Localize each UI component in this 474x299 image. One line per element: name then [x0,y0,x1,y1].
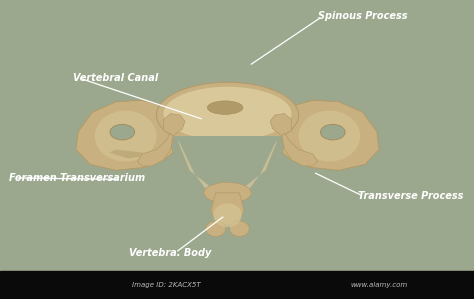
Polygon shape [164,114,185,136]
Polygon shape [237,141,277,194]
Polygon shape [109,150,152,158]
Polygon shape [173,136,282,200]
Polygon shape [137,133,173,166]
Text: Foramen Transversarium: Foramen Transversarium [9,173,146,183]
Ellipse shape [206,221,226,237]
Ellipse shape [204,182,251,203]
Ellipse shape [156,82,299,148]
Text: Vertebral Canal: Vertebral Canal [73,73,159,83]
Text: www.alamy.com: www.alamy.com [351,282,408,288]
Text: Image ID: 2KACX5T: Image ID: 2KACX5T [132,282,200,288]
Polygon shape [178,141,218,194]
Polygon shape [270,114,292,136]
Ellipse shape [229,221,249,237]
Text: Transverse Process: Transverse Process [358,191,463,201]
Ellipse shape [207,101,243,114]
Polygon shape [173,136,228,199]
Bar [0,271,474,299]
Ellipse shape [110,124,135,140]
Polygon shape [76,100,178,170]
Polygon shape [211,193,244,226]
Polygon shape [282,133,318,166]
Ellipse shape [299,111,360,161]
Text: Spinous Process: Spinous Process [318,11,407,22]
Text: Vertebra. Body: Vertebra. Body [129,248,212,258]
Ellipse shape [213,203,242,227]
Polygon shape [277,100,379,170]
Ellipse shape [320,124,345,140]
Polygon shape [228,136,282,199]
Ellipse shape [164,87,292,141]
Ellipse shape [95,111,156,161]
